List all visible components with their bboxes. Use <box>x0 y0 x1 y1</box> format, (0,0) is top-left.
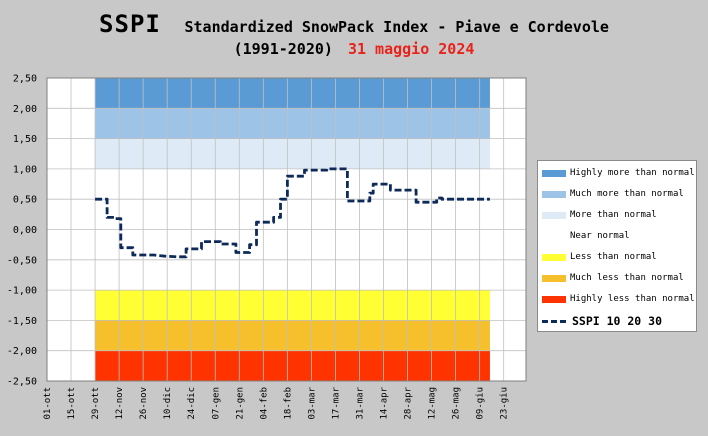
legend-label: Highly less than normal <box>570 294 695 304</box>
y-tick-label: -2,50 <box>7 377 37 388</box>
legend-swatch <box>542 190 566 198</box>
legend-item: Highly more than normal <box>542 167 695 179</box>
y-tick-label: 1,50 <box>13 134 37 145</box>
legend-swatch <box>542 232 566 240</box>
x-tick-label: 04-feb <box>259 387 269 420</box>
legend-label: Much less than normal <box>570 273 684 283</box>
x-tick-label: 28-apr <box>404 386 414 419</box>
legend-swatch <box>542 253 566 261</box>
x-tick-label: 14-apr <box>380 386 390 419</box>
series-line-sspi-10-20-30 <box>95 167 490 259</box>
y-tick-label: -2,00 <box>7 346 37 357</box>
y-tick-label: 1,00 <box>13 164 37 175</box>
plot-border <box>46 77 527 382</box>
x-tick-label: 15-ott <box>67 387 77 420</box>
band-more-than-normal <box>95 138 490 169</box>
y-tick-label: -0,50 <box>7 255 37 266</box>
y-tick-label: 2,00 <box>13 104 37 115</box>
x-tick-label: 03-mar <box>307 386 317 419</box>
x-tick-label: 09-giu <box>476 387 486 420</box>
x-tick-label: 12-nov <box>115 387 125 420</box>
legend-item: Highly less than normal <box>542 293 695 305</box>
y-tick-label: -1,00 <box>7 286 37 297</box>
band-much-less-than-normal <box>95 320 490 351</box>
x-tick-label: 10-dic <box>163 387 173 420</box>
legend-label: Much more than normal <box>570 189 684 199</box>
legend-swatch <box>542 295 566 303</box>
band-highly-less-than-normal <box>95 350 490 381</box>
legend-label: More than normal <box>570 210 657 220</box>
x-tick-label: 12-mag <box>428 387 438 420</box>
legend-item: Much more than normal <box>542 188 684 200</box>
legend-item: Much less than normal <box>542 272 684 284</box>
legend-item: Near normal <box>542 230 630 242</box>
x-tick-label: 23-giu <box>500 387 510 420</box>
x-tick-label: 26-nov <box>139 387 149 420</box>
legend-swatch <box>542 169 566 177</box>
legend-series-label: SSPI 10 20 30 <box>572 314 663 328</box>
legend-item: Less than normal <box>542 251 657 263</box>
title-main: SSPI <box>99 10 161 38</box>
legend-item: More than normal <box>542 209 657 221</box>
y-tick-label: 0,00 <box>13 225 37 236</box>
legend-swatch <box>542 274 566 282</box>
legend-label: Less than normal <box>570 252 657 262</box>
title-period: (1991-2020) <box>233 40 333 58</box>
legend-item-series: SSPI 10 20 30 <box>542 314 663 328</box>
y-tick-label: 2,50 <box>13 74 37 85</box>
band-highly-more-than-normal <box>95 78 490 109</box>
x-tick-label: 24-dic <box>187 387 197 420</box>
y-tick-label: 0,50 <box>13 195 37 206</box>
band-much-more-than-normal <box>95 108 490 139</box>
x-tick-label: 21-gen <box>235 387 245 420</box>
x-tick-label: 29-ott <box>91 387 101 420</box>
chart-legend: Highly more than normal Much more than n… <box>537 160 697 332</box>
title-date: 31 maggio 2024 <box>347 40 475 58</box>
band-less-than-normal <box>95 290 490 321</box>
legend-label: Near normal <box>570 231 630 241</box>
x-tick-label: 18-feb <box>283 387 293 420</box>
x-tick-label: 01-ott <box>43 387 53 420</box>
x-tick-label: 17-mar <box>331 386 341 419</box>
legend-series-line <box>542 319 566 323</box>
chart-title: SSPI Standardized SnowPack Index - Piave… <box>0 10 708 58</box>
x-tick-label: 26-mag <box>452 387 462 420</box>
legend-swatch <box>542 211 566 219</box>
x-tick-label: 07-gen <box>211 387 221 420</box>
title-subtitle: Standardized SnowPack Index - Piave e Co… <box>184 18 609 36</box>
x-tick-label: 31-mar <box>355 386 365 419</box>
legend-label: Highly more than normal <box>570 168 695 178</box>
y-tick-label: -1,50 <box>7 316 37 327</box>
